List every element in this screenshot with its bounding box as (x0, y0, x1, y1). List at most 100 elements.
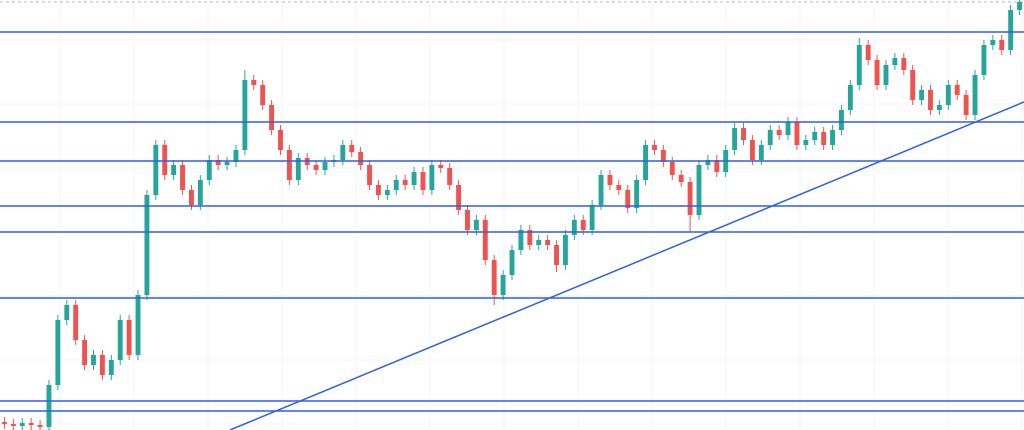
candle-body (936, 105, 942, 110)
candle-body (269, 105, 275, 130)
candle-body (188, 190, 194, 205)
candle-body (616, 185, 622, 190)
candle-body (963, 95, 969, 115)
candle-body (224, 162, 230, 165)
candle-body (144, 195, 150, 295)
candle-body (19, 423, 25, 426)
candle-body (64, 305, 70, 320)
candle-body (375, 185, 381, 195)
candle-body (972, 75, 978, 115)
candle-body (652, 145, 657, 150)
candle-body (286, 150, 292, 180)
candle-body (55, 320, 61, 385)
candle-body (340, 145, 346, 160)
candle-body (901, 58, 907, 70)
candle-body (928, 90, 933, 110)
candle-body (500, 275, 506, 295)
candle-body (794, 122, 800, 145)
candle-body (91, 355, 96, 365)
candle-body (634, 180, 640, 208)
candle-body (554, 245, 559, 265)
candle-body (830, 130, 836, 145)
candle-body (598, 175, 604, 205)
candle-body (491, 260, 497, 295)
candle-body (473, 220, 479, 230)
candle-body (251, 80, 257, 85)
candle-body (206, 160, 212, 180)
candle-body (669, 162, 675, 175)
candle-body (313, 165, 319, 170)
candle-body (999, 40, 1005, 50)
candle-body (367, 165, 372, 185)
trend-line (229, 101, 1024, 430)
candle-body (349, 145, 355, 152)
candle-body (607, 175, 613, 185)
candle-body (402, 180, 408, 185)
candle-body (545, 240, 551, 245)
candle-body (589, 205, 595, 230)
candle-body (242, 80, 248, 150)
candle-body (776, 130, 782, 135)
candle-body (438, 165, 444, 168)
candle-body (117, 320, 123, 360)
candle-body (536, 240, 542, 245)
candle-body (678, 175, 684, 182)
candle-body (278, 130, 283, 150)
candle-body (37, 425, 43, 427)
candle-body (153, 145, 159, 195)
candle-body (749, 140, 755, 160)
candle-body (465, 210, 470, 230)
candle-body (562, 235, 568, 265)
candle-body (28, 423, 34, 425)
candle-body (990, 40, 996, 45)
candle-body (945, 85, 951, 105)
grid (0, 4, 1024, 430)
candle-body (518, 230, 524, 250)
candle-body (108, 360, 114, 375)
candle-body (162, 145, 168, 175)
candle-body (625, 190, 631, 208)
candle-body (758, 145, 764, 160)
candle-body (358, 152, 364, 165)
candle-body (883, 65, 889, 85)
candle-body (892, 58, 898, 65)
candle-body (660, 150, 666, 162)
candle-body (785, 122, 791, 135)
candle-body (767, 130, 773, 145)
candle-body (322, 162, 328, 170)
candle-body (482, 220, 488, 260)
candle-body (180, 165, 185, 190)
candle-body (821, 132, 827, 145)
candle-body (447, 168, 453, 185)
candle-body (839, 110, 844, 130)
candle-body (847, 85, 853, 110)
candle-body (1008, 10, 1014, 50)
candle-body (741, 128, 746, 140)
candle-body (126, 320, 132, 355)
candle-body (135, 295, 141, 355)
candle-body (46, 385, 52, 427)
candle-body (812, 132, 818, 140)
candle-body (954, 85, 960, 95)
candle-body (456, 185, 462, 210)
candle-body (420, 172, 426, 190)
candle-body (571, 220, 577, 235)
candle-body (215, 160, 221, 165)
candle-body (82, 340, 88, 365)
candle-body (509, 250, 515, 275)
candle-body (171, 165, 177, 175)
candle-body (384, 190, 390, 195)
candle-body (643, 145, 649, 180)
candle-body (874, 60, 880, 85)
candle-body (910, 70, 916, 100)
candle-body (919, 90, 925, 100)
candle-body (429, 165, 435, 190)
candle-body (856, 45, 862, 85)
candle-body (411, 172, 417, 185)
candle-body (732, 128, 738, 150)
candle-body (687, 182, 693, 215)
candle-body (803, 140, 809, 145)
candle-body (197, 180, 203, 205)
